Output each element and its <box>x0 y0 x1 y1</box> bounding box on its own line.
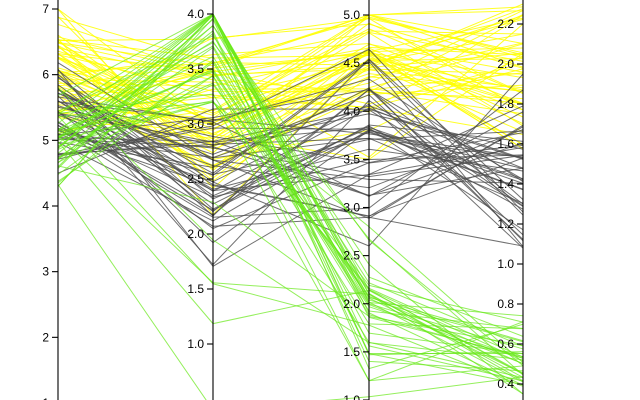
svg-text:1.2: 1.2 <box>497 217 514 231</box>
svg-text:5.0: 5.0 <box>343 8 360 22</box>
svg-text:4.5: 4.5 <box>343 56 360 70</box>
svg-text:6: 6 <box>42 68 49 82</box>
svg-text:3.0: 3.0 <box>187 117 204 131</box>
svg-text:2.0: 2.0 <box>187 227 204 241</box>
svg-text:2.0: 2.0 <box>343 297 360 311</box>
svg-text:0.4: 0.4 <box>497 377 514 391</box>
svg-text:2.0: 2.0 <box>497 57 514 71</box>
svg-text:1.8: 1.8 <box>497 97 514 111</box>
svg-text:4: 4 <box>42 199 49 213</box>
svg-text:2.5: 2.5 <box>343 249 360 263</box>
svg-text:1.5: 1.5 <box>343 345 360 359</box>
svg-text:0.8: 0.8 <box>497 297 514 311</box>
svg-text:3.5: 3.5 <box>187 62 204 76</box>
svg-text:1.4: 1.4 <box>497 177 514 191</box>
svg-text:1.0: 1.0 <box>343 393 360 400</box>
svg-text:4.0: 4.0 <box>187 7 204 21</box>
svg-text:1.0: 1.0 <box>497 257 514 271</box>
svg-text:3: 3 <box>42 265 49 279</box>
svg-text:2: 2 <box>42 330 49 344</box>
svg-text:0.6: 0.6 <box>497 337 514 351</box>
svg-text:1.6: 1.6 <box>497 137 514 151</box>
svg-text:2.2: 2.2 <box>497 17 514 31</box>
svg-text:4.0: 4.0 <box>343 104 360 118</box>
svg-text:2.5: 2.5 <box>187 172 204 186</box>
svg-text:3.0: 3.0 <box>343 201 360 215</box>
svg-text:1: 1 <box>42 396 49 400</box>
svg-text:1.5: 1.5 <box>187 282 204 296</box>
svg-text:1.0: 1.0 <box>187 337 204 351</box>
svg-text:3.5: 3.5 <box>343 152 360 166</box>
svg-text:7: 7 <box>42 2 49 16</box>
svg-text:5: 5 <box>42 133 49 147</box>
